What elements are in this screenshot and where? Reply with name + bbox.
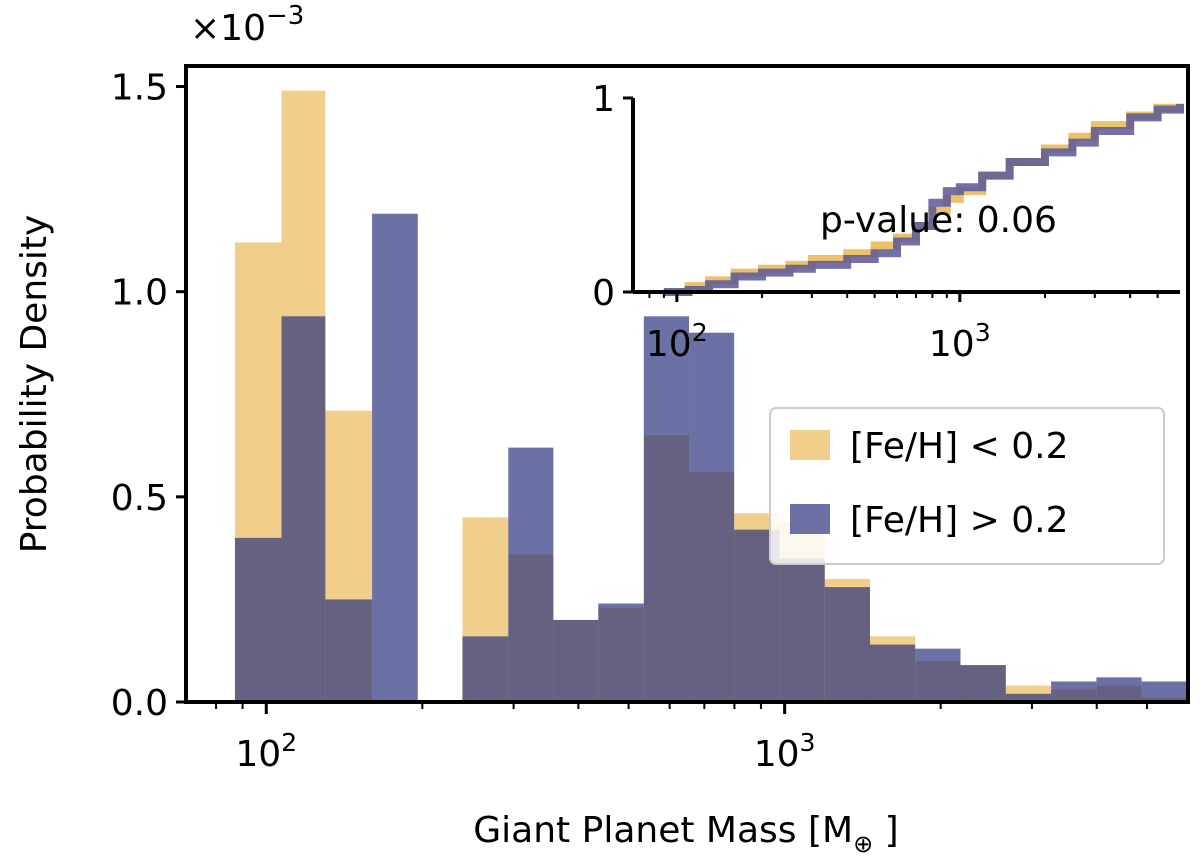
legend-label: [Fe/H] > 0.2 [850, 500, 1068, 541]
x-tick-label-exp: 2 [281, 728, 297, 757]
inset-y-tick-label: 1 [592, 79, 615, 120]
cdf-line-2 [663, 103, 1184, 296]
histogram-series-2 [234, 213, 1188, 702]
histogram-bar [960, 665, 1006, 702]
y-tick-label: 0.5 [111, 478, 168, 519]
histogram-bar [1051, 681, 1097, 702]
legend-swatch [790, 504, 830, 534]
legend: [Fe/H] < 0.2 [Fe/H] > 0.2 [769, 407, 1165, 565]
histogram-bar [553, 619, 599, 702]
legend-box [769, 407, 1165, 565]
x-axis-label-subscript: ⊕ [853, 830, 873, 858]
multiplier-base: ×10 [190, 8, 266, 49]
inset-x-tick-label-exp: 3 [975, 318, 991, 347]
histogram-bar [598, 603, 644, 702]
inset-x-tick-label: 103 [929, 318, 991, 365]
x-axis-label: Giant Planet Mass [M⊕ ] [473, 810, 898, 858]
x-tick-label-base: 10 [754, 734, 800, 775]
inset-x-tick-label-exp: 2 [692, 318, 708, 347]
inset-background [633, 98, 1180, 292]
x-axis-label-suffix: ] [873, 810, 899, 851]
histogram-bar [869, 644, 916, 702]
inset-x-tick-label-base: 10 [929, 324, 975, 365]
x-tick-label-base: 10 [235, 734, 281, 775]
histogram-bar [1096, 677, 1142, 702]
legend-swatch [790, 430, 830, 460]
legend-label: [Fe/H] < 0.2 [850, 426, 1068, 467]
main-axes-frame [184, 64, 1190, 704]
y-scale-multiplier: ×10−3 [190, 1, 304, 49]
histogram-bar [1141, 681, 1188, 702]
p-value-annotation: p-value: 0.06 [820, 200, 1057, 241]
histogram-bar [508, 447, 554, 702]
multiplier-exp: −3 [266, 1, 304, 31]
inset-x-tick-label: 102 [646, 318, 708, 365]
y-tick-label: 1.5 [111, 68, 168, 109]
y-axis-label: Probability Density [14, 215, 55, 554]
histogram-bar [281, 316, 326, 702]
histogram-bar [325, 599, 373, 702]
x-axis-label-text: Giant Planet Mass [M [473, 810, 853, 851]
x-tick-label: 102 [235, 728, 297, 775]
histogram-bar [915, 648, 961, 702]
histogram-bar [824, 587, 870, 702]
histogram-bar [779, 558, 825, 702]
x-tick-label: 103 [754, 728, 816, 775]
histogram-bar [462, 636, 509, 702]
y-tick-label: 0.0 [111, 683, 168, 724]
histogram-bar [234, 537, 282, 702]
histogram-bar [643, 316, 690, 702]
histogram-bar [689, 332, 735, 702]
inset-y-tick-label: 0 [592, 273, 615, 314]
x-tick-label-exp: 3 [800, 728, 816, 757]
histogram-bar [372, 213, 418, 702]
histogram-bar [1005, 693, 1052, 702]
inset-x-tick-label-base: 10 [646, 324, 692, 365]
y-tick-label: 1.0 [111, 273, 168, 314]
